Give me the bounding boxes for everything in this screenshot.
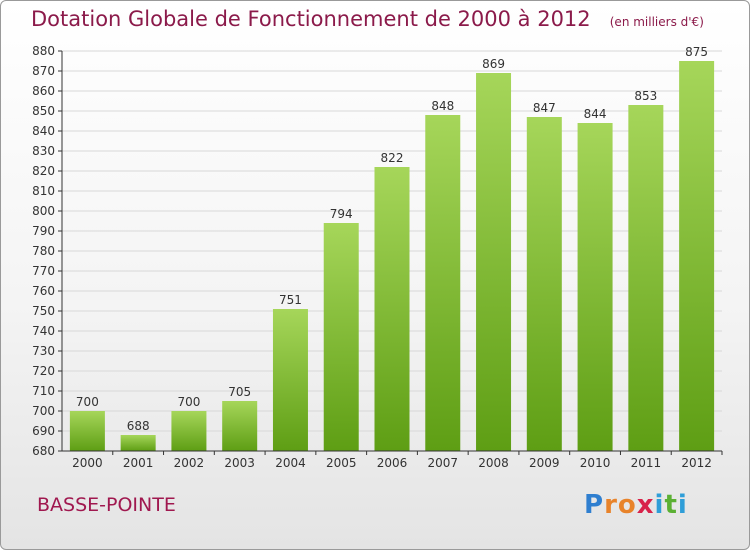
- commune-name: BASSE-POINTE: [37, 494, 176, 516]
- value-label: 869: [482, 57, 505, 71]
- x-tick-label: 2003: [224, 456, 255, 470]
- y-tick-label: 760: [32, 284, 55, 298]
- x-tick-label: 2012: [681, 456, 712, 470]
- bar: [577, 123, 613, 451]
- x-tick-label: 2007: [427, 456, 458, 470]
- proxiti-logo: Proxiti: [584, 490, 688, 520]
- value-label: 875: [685, 45, 708, 59]
- value-label: 844: [584, 107, 607, 121]
- chart-title: Dotation Globale de Fonctionnement de 20…: [31, 7, 704, 31]
- y-tick-label: 790: [32, 224, 55, 238]
- bar: [679, 61, 715, 451]
- y-tick-label: 810: [32, 184, 55, 198]
- y-tick-label: 830: [32, 144, 55, 158]
- bar: [171, 411, 207, 451]
- logo-letter: x: [636, 490, 655, 520]
- y-tick-label: 880: [32, 44, 55, 58]
- bar: [476, 73, 512, 451]
- logo-letter: t: [664, 490, 678, 520]
- chart-title-text: Dotation Globale de Fonctionnement de 20…: [31, 7, 591, 31]
- value-label: 822: [381, 151, 404, 165]
- y-tick-label: 710: [32, 384, 55, 398]
- value-label: 700: [76, 395, 99, 409]
- x-tick-label: 2000: [72, 456, 103, 470]
- bar: [374, 167, 410, 451]
- bar: [526, 117, 562, 451]
- y-tick-label: 870: [32, 64, 55, 78]
- x-tick-label: 2010: [580, 456, 611, 470]
- y-tick-label: 850: [32, 104, 55, 118]
- y-tick-label: 700: [32, 404, 55, 418]
- y-tick-label: 820: [32, 164, 55, 178]
- y-tick-label: 860: [32, 84, 55, 98]
- value-label: 700: [177, 395, 200, 409]
- x-tick-label: 2008: [478, 456, 509, 470]
- y-tick-label: 750: [32, 304, 55, 318]
- value-label: 847: [533, 101, 556, 115]
- y-tick-label: 680: [32, 444, 55, 458]
- bar: [69, 411, 105, 451]
- x-tick-label: 2009: [529, 456, 560, 470]
- x-tick-label: 2001: [123, 456, 154, 470]
- bar: [323, 223, 359, 451]
- bar: [272, 309, 308, 451]
- value-label: 848: [431, 99, 454, 113]
- y-tick-label: 730: [32, 344, 55, 358]
- axes: 680 690 700 710 720 730 740 750 760 770 780 790 800 8…: [32, 44, 723, 470]
- x-tick-label: 2004: [275, 456, 306, 470]
- y-tick-label: 780: [32, 244, 55, 258]
- value-label: 751: [279, 293, 302, 307]
- y-tick-label: 840: [32, 124, 55, 138]
- x-tick-label: 2002: [174, 456, 205, 470]
- y-tick-label: 800: [32, 204, 55, 218]
- y-tick-label: 740: [32, 324, 55, 338]
- y-tick-label: 720: [32, 364, 55, 378]
- x-tick-label: 2006: [377, 456, 408, 470]
- logo-letter: i: [677, 490, 688, 520]
- y-tick-label: 690: [32, 424, 55, 438]
- logo-letter: P: [584, 490, 605, 520]
- bar: [222, 401, 258, 451]
- bars: 700 688 700 705 751 794 822 848 869 847 844 853 875: [69, 45, 715, 451]
- value-label: 853: [634, 89, 657, 103]
- x-tick-label: 2005: [326, 456, 357, 470]
- chart-unit: (en milliers d'€): [609, 15, 704, 29]
- bar: [628, 105, 664, 451]
- x-tick-label: 2011: [631, 456, 662, 470]
- value-label: 705: [228, 385, 251, 399]
- bar: [425, 115, 461, 451]
- value-label: 794: [330, 207, 353, 221]
- y-tick-label: 770: [32, 264, 55, 278]
- logo-letter: o: [617, 490, 637, 520]
- bar: [120, 435, 156, 451]
- logo-letter: i: [654, 490, 665, 520]
- logo-letter: r: [604, 490, 618, 520]
- value-label: 688: [127, 419, 150, 433]
